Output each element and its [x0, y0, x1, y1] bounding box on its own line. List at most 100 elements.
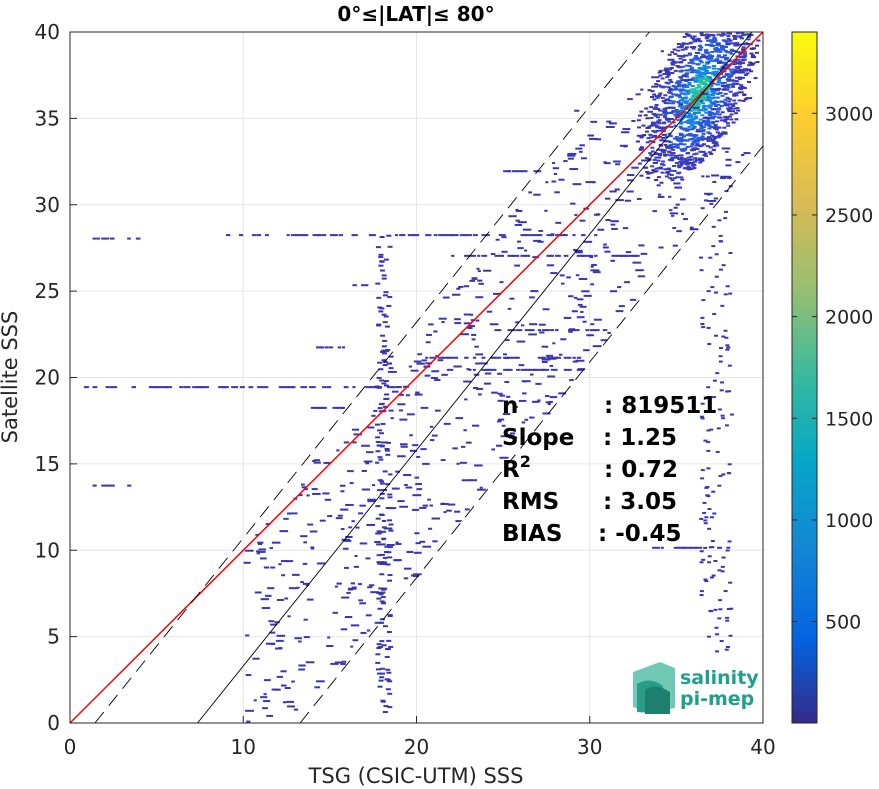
- density-bin: [754, 44, 759, 47]
- density-bin: [320, 346, 325, 349]
- density-bin: [615, 254, 624, 257]
- density-bin: [711, 490, 716, 493]
- density-bin: [676, 54, 681, 57]
- density-bin: [719, 389, 724, 392]
- density-bin: [711, 245, 716, 248]
- density-bin: [570, 202, 576, 205]
- density-bin: [650, 90, 655, 93]
- density-bin: [684, 72, 689, 75]
- density-bin: [379, 676, 385, 679]
- density-bin: [650, 146, 655, 149]
- density-bin: [687, 65, 692, 68]
- density-bin: [620, 254, 628, 257]
- density-bin: [727, 364, 732, 367]
- density-bin: [725, 344, 730, 347]
- density-bin: [718, 77, 723, 80]
- density-bin: [675, 156, 680, 159]
- density-bin: [667, 89, 672, 92]
- density-bin: [654, 113, 659, 116]
- density-bin: [639, 110, 644, 113]
- density-bin: [650, 165, 655, 168]
- density-bin: [96, 237, 100, 240]
- density-bin: [593, 318, 602, 321]
- density-bin: [687, 158, 693, 161]
- density-bin: [664, 140, 669, 143]
- density-bin: [705, 57, 710, 60]
- density-bin: [669, 95, 674, 98]
- density-bin: [303, 618, 308, 621]
- density-bin: [688, 118, 693, 121]
- density-bin: [693, 55, 698, 58]
- density-bin: [416, 488, 423, 491]
- density-bin: [692, 106, 700, 109]
- density-bin: [327, 515, 333, 518]
- density-bin: [507, 170, 511, 173]
- density-bin: [682, 546, 688, 549]
- density-bin: [384, 350, 390, 353]
- density-bin: [669, 125, 674, 128]
- density-bin: [734, 112, 739, 115]
- density-bin: [658, 113, 663, 116]
- density-bin: [710, 540, 715, 543]
- density-bin: [737, 99, 742, 102]
- density-bin: [738, 65, 743, 68]
- density-bin: [693, 134, 698, 137]
- density-bin: [686, 165, 691, 168]
- density-bin: [670, 154, 675, 157]
- density-bin: [409, 434, 413, 437]
- density-bin: [724, 648, 729, 651]
- density-bin: [260, 598, 269, 601]
- density-bin: [676, 43, 681, 46]
- density-bin: [604, 162, 611, 165]
- density-bin: [672, 88, 677, 91]
- density-bin: [704, 192, 713, 195]
- density-bin: [679, 46, 684, 49]
- density-bin: [267, 587, 275, 590]
- density-bin: [700, 207, 705, 210]
- density-bin: [245, 709, 254, 712]
- density-bin: [590, 269, 600, 272]
- density-bin: [263, 566, 270, 569]
- density-bin: [683, 115, 688, 118]
- density-bin: [724, 424, 729, 427]
- density-bin: [287, 705, 295, 708]
- density-bin: [351, 428, 360, 431]
- density-bin: [550, 329, 555, 332]
- density-bin: [271, 688, 279, 691]
- density-bin: [682, 143, 687, 146]
- density-bin: [679, 121, 684, 124]
- density-bin: [559, 274, 565, 277]
- colorbar-tick-label: 2500: [825, 205, 873, 227]
- density-bin: [692, 88, 697, 91]
- density-bin: [711, 141, 717, 144]
- density-bin: [319, 406, 326, 409]
- density-bin: [622, 128, 631, 131]
- density-bin: [674, 155, 679, 158]
- density-bin: [662, 114, 667, 117]
- density-bin: [615, 199, 624, 202]
- density-bin: [685, 86, 690, 89]
- density-bin: [725, 43, 730, 46]
- density-bin: [298, 668, 305, 671]
- density-bin: [687, 52, 692, 55]
- density-bin: [718, 360, 723, 363]
- density-bin: [286, 512, 291, 515]
- density-bin: [668, 177, 673, 180]
- density-bin: [481, 356, 486, 359]
- density-bin: [537, 240, 544, 243]
- density-bin: [713, 608, 718, 611]
- stat-value: : 3.05: [603, 489, 677, 515]
- density-bin: [697, 85, 702, 88]
- density-bin: [716, 103, 721, 106]
- density-bin: [663, 133, 668, 136]
- density-bin: [725, 150, 729, 153]
- density-bin: [459, 461, 467, 464]
- density-bin: [381, 526, 387, 529]
- density-bin: [662, 107, 667, 110]
- density-bin: [576, 316, 585, 319]
- density-bin: [380, 441, 389, 444]
- density-bin: [656, 159, 661, 162]
- density-bin: [545, 394, 550, 397]
- density-bin: [728, 73, 733, 76]
- density-bin: [380, 602, 386, 605]
